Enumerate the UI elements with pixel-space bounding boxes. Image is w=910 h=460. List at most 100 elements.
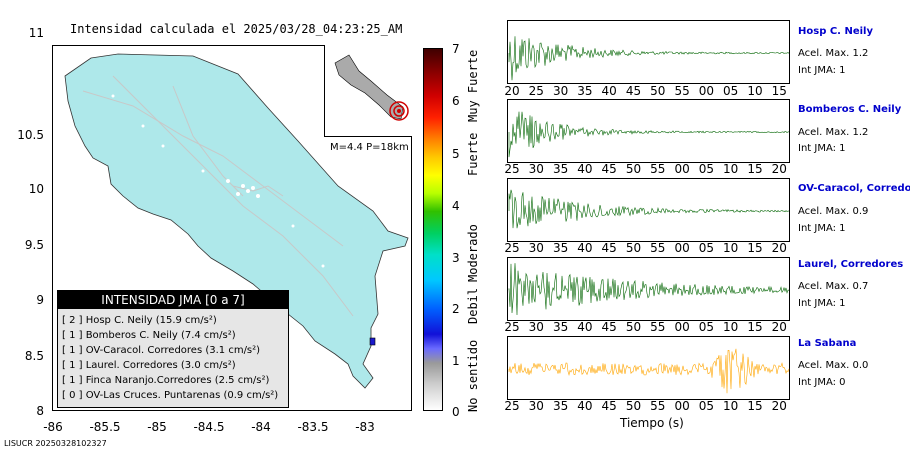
time-tick: 30 [528,399,544,413]
colorbar-tick: 4 [452,199,460,213]
intensity-label-fuerte: Fuerte [466,132,480,176]
seismogram-panel [507,99,790,163]
station-int: Int JMA: 1 [798,223,846,234]
time-tick: 05 [698,399,715,413]
footer-id: LISUCR 20250328102327 [4,439,107,448]
legend-row: [ 1 ] Bomberos C. Neily (7.4 cm/s²) [62,330,236,341]
colorbar-tick: 3 [452,251,460,265]
colorbar-tick: 7 [452,42,460,56]
time-axis-label: Tiempo (s) [620,416,684,430]
map-title: Intensidad calculada el 2025/03/28_04:23… [70,22,403,36]
legend-row: [ 0 ] OV-Las Cruces. Puntarenas (0.9 cm/… [62,390,279,401]
x-tick: -83.5 [297,420,329,434]
legend-row: [ 2 ] Hosp C. Neily (15.9 cm/s²) [62,315,217,326]
station-acel: Acel. Max. 0.9 [798,206,869,217]
time-tick: 05 [698,241,715,255]
legend-row: [ 1 ] OV-Caracol. Corredores (3.1 cm/s²) [62,345,261,356]
intensity-colorbar [423,48,443,411]
locator-inset [324,45,412,137]
colorbar-tick: 6 [452,94,460,108]
locator-map [334,54,409,121]
time-tick: 10 [723,241,739,255]
seismogram-panel [507,257,790,321]
station-acel: Acel. Max. 0.7 [798,281,869,292]
x-tick: -85 [147,420,167,434]
station-acel: Acel. Max. 0.0 [798,360,869,371]
station-int: Int JMA: 0 [798,377,846,388]
time-tick: 05 [723,84,739,98]
time-tick: 20 [771,399,787,413]
waveform [508,263,790,316]
colorbar-tick: 0 [452,405,460,419]
waveform [508,189,789,229]
colorbar-tick: 1 [452,354,460,368]
station-acel: Acel. Max. 1.2 [798,127,869,138]
time-tick: 50 [650,84,666,98]
time-tick: 20 [771,162,787,176]
time-tick: 50 [625,162,642,176]
station-name: Hosp C. Neily [798,26,873,37]
time-tick: 55 [650,241,666,255]
time-tick: 25 [504,162,520,176]
waveform [508,348,790,394]
magnitude-depth-label: M=4.4 P=18km [330,142,409,153]
colorbar-tick: 5 [452,147,460,161]
time-tick: 45 [601,320,617,334]
time-tick: 45 [601,241,617,255]
station-int: Int JMA: 1 [798,298,846,309]
station-int: Int JMA: 1 [798,65,846,76]
time-tick: 30 [552,84,569,98]
y-tick: 9 [36,293,44,307]
seismogram-panel [507,178,790,242]
time-tick: 15 [747,162,763,176]
time-tick: 00 [674,241,690,255]
time-tick: 25 [504,320,520,334]
seismogram-panel [507,336,790,400]
time-tick: 45 [601,162,617,176]
station-int: Int JMA: 1 [798,143,846,154]
y-tick: 10 [28,182,44,196]
time-tick: 25 [528,84,544,98]
time-tick: 10 [723,399,739,413]
x-tick: -84.5 [193,420,225,434]
time-tick: 50 [625,320,642,334]
time-tick: 55 [674,84,690,98]
station-acel: Acel. Max. 1.2 [798,48,869,59]
time-tick: 30 [528,320,544,334]
station-name: Laurel, Corredores [798,259,904,270]
intensity-label-no-sentido: No sentido [466,339,480,412]
time-tick: 40 [577,320,593,334]
waveform-trace [508,263,790,316]
y-tick: 10.5 [17,128,44,142]
time-tick: 25 [504,241,520,255]
time-tick: 00 [698,84,715,98]
y-tick: 8 [36,404,44,418]
time-tick: 00 [674,162,690,176]
y-tick: 9.5 [24,238,44,252]
x-tick: -84 [251,420,271,434]
time-tick: 05 [698,320,715,334]
intensity-label-muy-fuerte: Muy Fuerte [466,49,480,122]
time-tick: 10 [723,320,739,334]
time-tick: 50 [625,399,642,413]
station-name: La Sabana [798,338,857,349]
time-tick: 15 [747,320,763,334]
time-tick: 35 [552,162,569,176]
time-tick: 35 [552,241,569,255]
time-tick: 50 [625,241,642,255]
time-tick: 45 [625,84,642,98]
x-tick: -85.5 [89,420,121,434]
time-tick: 40 [601,84,617,98]
waveform [508,36,790,81]
time-tick: 20 [771,320,787,334]
x-tick: -83 [355,420,375,434]
colorbar-tick: 2 [452,302,460,316]
y-tick: 11 [28,26,44,40]
waveform-trace [508,348,790,394]
time-tick: 10 [723,162,739,176]
time-tick: 25 [504,399,520,413]
waveform-trace [508,36,790,81]
time-tick: 45 [601,399,617,413]
legend-row: [ 1 ] Finca Naranjo.Corredores (2.5 cm/s… [62,375,270,386]
time-tick: 55 [650,399,666,413]
